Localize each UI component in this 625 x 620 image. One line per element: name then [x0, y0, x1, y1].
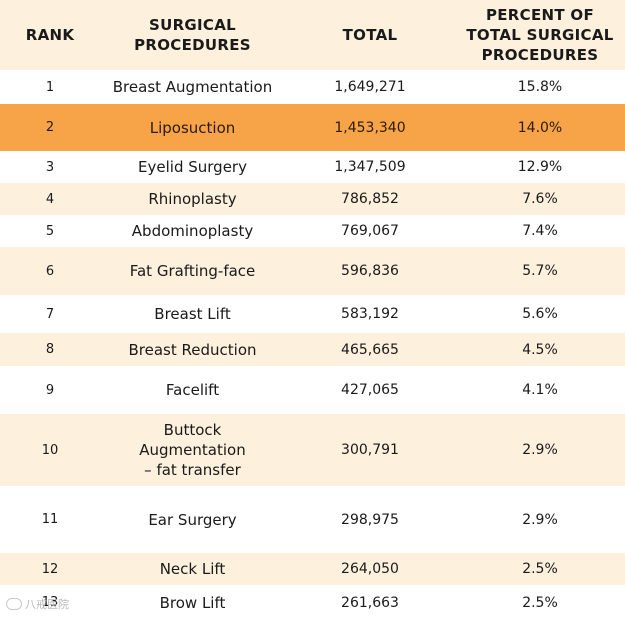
procedure-cell: Breast Reduction: [100, 333, 285, 366]
total-cell: 786,852: [341, 191, 399, 207]
table-row: 1 Breast Augmentation 1,649,271 15.8%: [0, 70, 625, 104]
total-cell: 264,050: [341, 561, 399, 577]
procedure-name-line: Neck Lift: [159, 560, 226, 578]
percent-cell: 5.7%: [522, 263, 558, 279]
header-rank: RANK: [25, 26, 75, 44]
percent-cell: 2.9%: [522, 442, 558, 458]
total-cell: 298,975: [341, 511, 399, 528]
total-cell: 1,453,340: [334, 119, 406, 136]
watermark-text: 八戒医院: [25, 598, 69, 611]
procedure-name-line: Liposuction: [149, 118, 236, 137]
rank-cell: 6: [45, 263, 55, 279]
procedure-name-line: Eyelid Surgery: [138, 158, 247, 176]
header-procedures-line1: SURGICAL: [148, 16, 236, 34]
procedure-name-line: Fat Grafting-face: [129, 262, 256, 280]
procedure-cell: Facelift: [100, 366, 285, 414]
procedure-name-line: Breast Reduction: [128, 340, 257, 359]
procedure-cell: Liposuction: [100, 104, 285, 151]
table-row: 13 Brow Lift 261,663 2.5%: [0, 585, 625, 620]
procedure-cell: Eyelid Surgery: [100, 151, 285, 183]
percent-cell: 5.6%: [522, 306, 558, 322]
rank-cell: 4: [45, 191, 55, 207]
rank-cell: 8: [45, 342, 55, 357]
percent-cell: 14.0%: [517, 119, 563, 136]
rank-cell: 11: [41, 512, 59, 527]
procedure-cell: Ear Surgery: [100, 486, 285, 553]
procedure-name-line: Augmentation: [139, 441, 246, 459]
total-cell: 1,347,509: [334, 159, 406, 175]
table-row: 11 Ear Surgery 298,975 2.9%: [0, 486, 625, 553]
procedure-cell: Abdominoplasty: [100, 215, 285, 247]
rank-cell: 5: [45, 223, 55, 239]
procedure-name-line: Facelift: [165, 381, 220, 399]
table-row: 6 Fat Grafting-face 596,836 5.7%: [0, 247, 625, 295]
table-row: 8 Breast Reduction 465,665 4.5%: [0, 333, 625, 366]
rank-cell: 2: [45, 120, 55, 135]
header-percent-line3: PROCEDURES: [481, 46, 599, 64]
percent-cell: 4.5%: [522, 341, 558, 358]
table-row: 12 Neck Lift 264,050 2.5%: [0, 553, 625, 585]
procedure-name-line: Brow Lift: [159, 593, 226, 612]
watermark-logo-icon: [6, 598, 22, 610]
header-percent: PERCENT OF TOTAL SURGICAL PROCEDURES: [455, 0, 625, 70]
table-header: RANK SURGICAL PROCEDURES TOTAL PERCENT O…: [0, 0, 625, 70]
procedure-cell: Buttock Augmentation – fat transfer: [100, 414, 285, 486]
header-procedures-line2: PROCEDURES: [134, 36, 251, 54]
total-cell: 427,065: [341, 382, 399, 398]
rank-cell: 1: [45, 79, 55, 95]
total-cell: 300,791: [341, 442, 399, 458]
percent-cell: 2.9%: [522, 511, 558, 528]
procedure-cell: Breast Augmentation: [100, 70, 285, 104]
table-row: 2 Liposuction 1,453,340 14.0%: [0, 104, 625, 151]
percent-cell: 12.9%: [517, 159, 563, 175]
percent-cell: 4.1%: [522, 382, 558, 398]
percent-cell: 2.5%: [522, 594, 558, 611]
percent-cell: 7.4%: [522, 223, 558, 239]
header-percent-line1: PERCENT OF: [485, 6, 595, 24]
table-row: 10 Buttock Augmentation – fat transfer 300,7…: [0, 414, 625, 486]
total-cell: 261,663: [341, 594, 399, 611]
procedure-cell: Rhinoplasty: [100, 183, 285, 215]
rank-cell: 7: [45, 306, 55, 322]
rank-cell: 12: [41, 561, 59, 577]
percent-cell: 2.5%: [522, 561, 558, 577]
watermark: 八戒医院: [6, 596, 69, 612]
procedure-cell: Neck Lift: [100, 553, 285, 585]
procedure-name-line: Abdominoplasty: [131, 222, 254, 240]
procedure-cell: Fat Grafting-face: [100, 247, 285, 295]
table-row: 3 Eyelid Surgery 1,347,509 12.9%: [0, 151, 625, 183]
rank-cell: 9: [45, 382, 55, 398]
procedure-name-line: – fat transfer: [144, 461, 241, 479]
percent-cell: 15.8%: [517, 79, 563, 95]
table-row: 9 Facelift 427,065 4.1%: [0, 366, 625, 414]
total-cell: 1,649,271: [334, 79, 406, 95]
total-cell: 596,836: [341, 263, 399, 279]
rank-cell: 13: [41, 595, 59, 610]
procedure-cell: Breast Lift: [100, 295, 285, 333]
header-procedures: SURGICAL PROCEDURES: [100, 0, 285, 70]
total-cell: 465,665: [341, 341, 399, 358]
rank-cell: 3: [45, 159, 55, 175]
procedure-name-line: Breast Lift: [154, 305, 231, 323]
table-row: 4 Rhinoplasty 786,852 7.6%: [0, 183, 625, 215]
percent-cell: 7.6%: [522, 191, 558, 207]
procedure-name-line: Breast Augmentation: [112, 78, 273, 96]
procedure-cell: Brow Lift: [100, 585, 285, 620]
procedure-name-line: Rhinoplasty: [148, 190, 237, 208]
header-percent-line2: TOTAL SURGICAL: [466, 26, 614, 44]
total-cell: 769,067: [341, 223, 399, 239]
procedure-name-line: Ear Surgery: [148, 510, 237, 529]
table-row: 5 Abdominoplasty 769,067 7.4%: [0, 215, 625, 247]
header-total: TOTAL: [342, 26, 398, 44]
table-row: 7 Breast Lift 583,192 5.6%: [0, 295, 625, 333]
procedure-name-line: Buttock: [163, 421, 222, 439]
rank-cell: 10: [41, 442, 59, 458]
total-cell: 583,192: [341, 306, 399, 322]
